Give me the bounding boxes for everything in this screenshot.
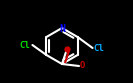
Text: N: N <box>59 24 65 34</box>
Text: Cl: Cl <box>20 41 30 49</box>
Text: O: O <box>80 62 85 70</box>
Text: Cl: Cl <box>94 43 104 53</box>
